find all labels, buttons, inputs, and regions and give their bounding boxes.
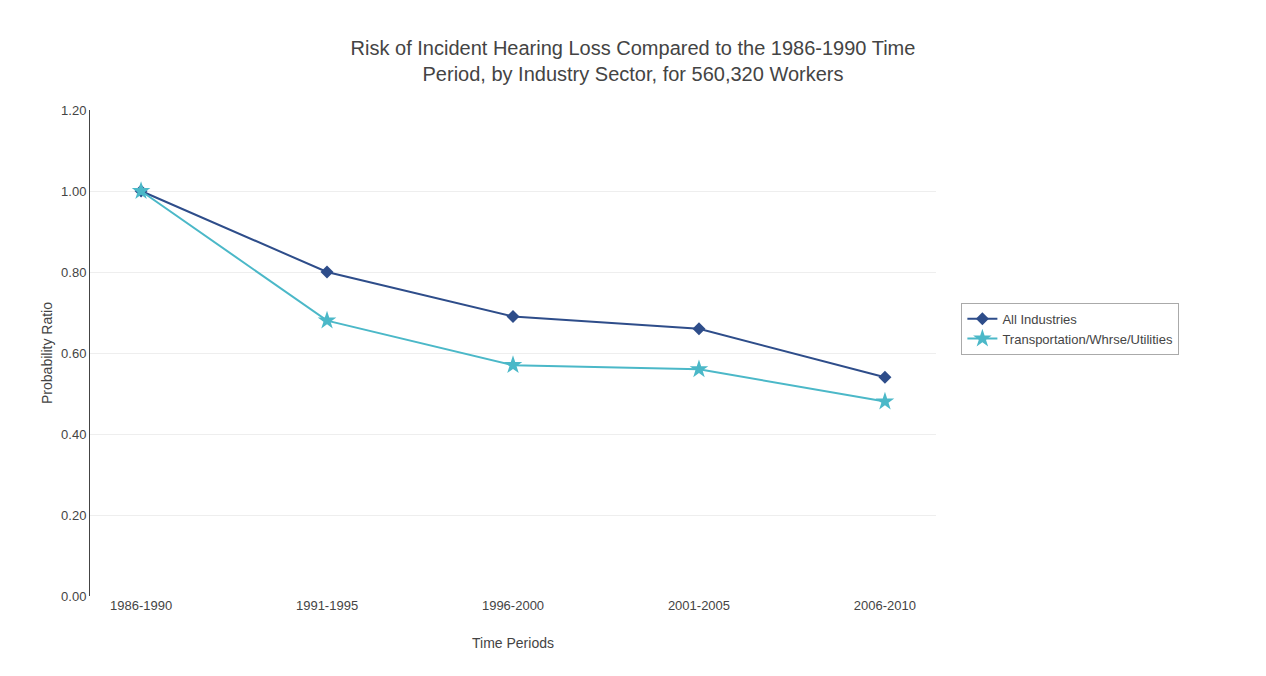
svg-text:0.40: 0.40 (61, 427, 86, 442)
svg-text:2001-2005: 2001-2005 (668, 598, 730, 613)
svg-text:2006-2010: 2006-2010 (854, 598, 916, 613)
svg-text:Transportation/Whrse/Utilities: Transportation/Whrse/Utilities (1002, 332, 1173, 347)
svg-text:1.20: 1.20 (61, 103, 86, 118)
svg-text:All Industries: All Industries (1002, 312, 1077, 327)
svg-text:Risk of Incident Hearing Loss: Risk of Incident Hearing Loss Compared t… (351, 37, 916, 85)
svg-text:1.00: 1.00 (61, 184, 86, 199)
svg-text:0.80: 0.80 (61, 265, 86, 280)
svg-text:1991-1995: 1991-1995 (296, 598, 358, 613)
svg-text:1996-2000: 1996-2000 (482, 598, 544, 613)
svg-text:1986-1990: 1986-1990 (110, 598, 172, 613)
svg-text:0.20: 0.20 (61, 508, 86, 523)
svg-text:0.00: 0.00 (61, 589, 86, 604)
svg-text:Probability Ratio: Probability Ratio (39, 302, 55, 404)
svg-text:0.60: 0.60 (61, 346, 86, 361)
svg-text:Time Periods: Time Periods (472, 635, 554, 651)
